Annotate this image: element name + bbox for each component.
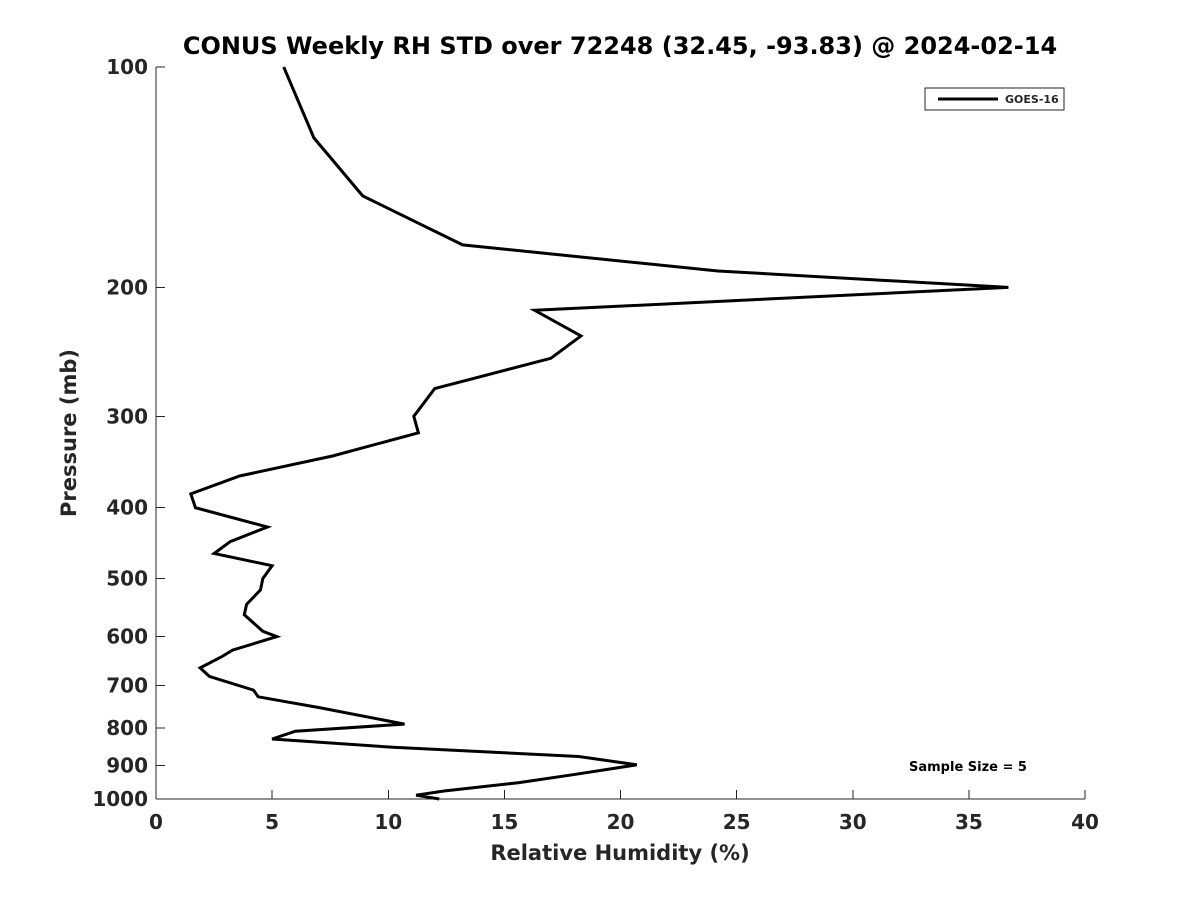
- y-tick-label: 800: [106, 716, 148, 740]
- x-axis-ticks: 0 5 10 15 20 25 30 35 40: [149, 790, 1099, 834]
- y-tick-label: 100: [106, 55, 148, 79]
- y-tick-label: 1000: [92, 787, 148, 811]
- y-tick-label: 200: [106, 275, 148, 299]
- x-tick-label: 35: [955, 810, 983, 834]
- x-tick-label: 40: [1071, 810, 1099, 834]
- x-tick-label: 0: [149, 810, 163, 834]
- x-tick-label: 15: [490, 810, 518, 834]
- y-tick-label: 600: [106, 625, 148, 649]
- y-axis-ticks: 100 200 300 400 500 600 700 800 900 1000: [92, 55, 165, 811]
- y-axis-label: Pressure (mb): [57, 349, 81, 517]
- y-tick-label: 300: [106, 404, 148, 428]
- x-tick-label: 25: [723, 810, 751, 834]
- y-tick-label: 500: [106, 567, 148, 591]
- x-tick-label: 30: [839, 810, 867, 834]
- y-tick-label: 700: [106, 674, 148, 698]
- x-axis-label: Relative Humidity (%): [490, 841, 749, 865]
- plot-axes: [155, 67, 1085, 800]
- y-tick-label: 900: [106, 754, 148, 778]
- x-tick-label: 5: [265, 810, 279, 834]
- sample-size-annotation: Sample Size = 5: [909, 760, 1027, 775]
- legend-label-goes-16: GOES-16: [1005, 93, 1059, 106]
- series-line-goes-16: [188, 66, 1009, 801]
- chart-title: CONUS Weekly RH STD over 72248 (32.45, -…: [183, 32, 1057, 60]
- x-tick-label: 20: [607, 810, 635, 834]
- series-layer: [188, 66, 1009, 801]
- y-tick-label: 400: [106, 496, 148, 520]
- legend: GOES-16: [924, 87, 1065, 111]
- x-tick-label: 10: [374, 810, 402, 834]
